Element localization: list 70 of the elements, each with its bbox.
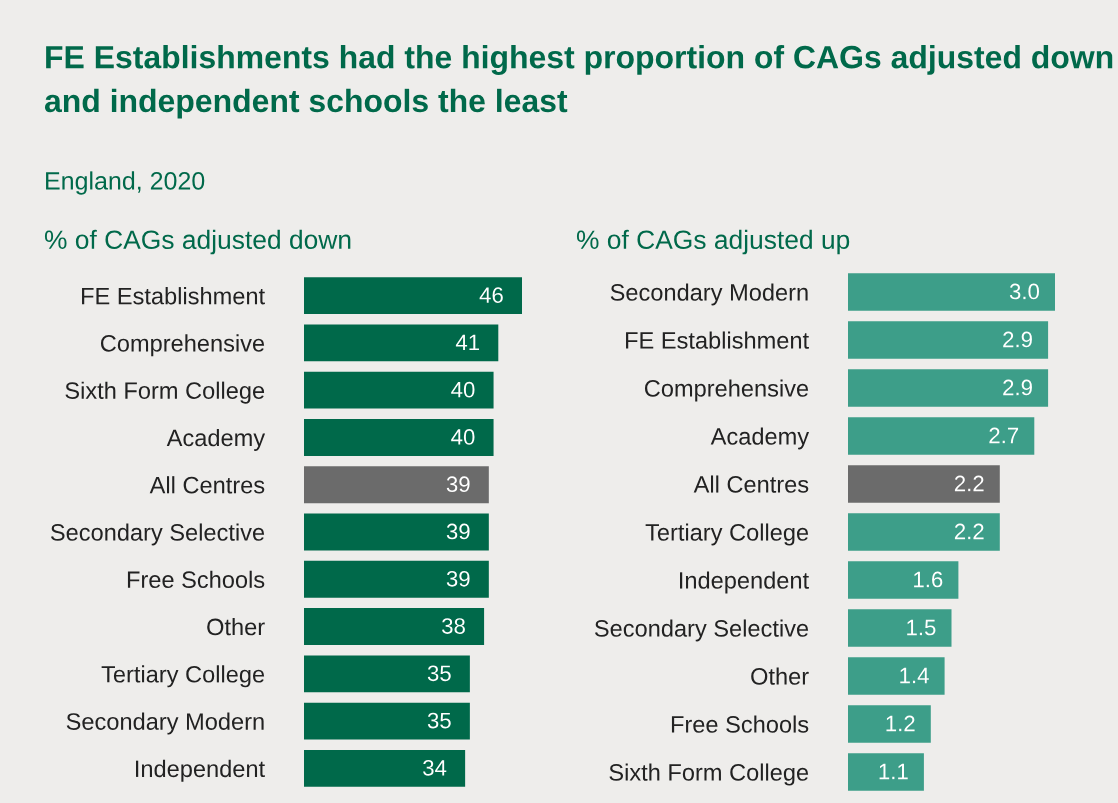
- y-tick-label: Secondary Selective: [50, 523, 265, 546]
- y-tick-label: All Centres: [149, 476, 265, 494]
- bar: [304, 749, 466, 787]
- y-tick-label: Sixth Form College: [609, 763, 809, 786]
- bar: [304, 324, 499, 362]
- y-tick-label: Academy: [166, 428, 266, 451]
- data-label: 1.4: [900, 667, 929, 684]
- data-label: 1.6: [914, 571, 943, 588]
- bar: [848, 465, 1000, 503]
- bar: [304, 277, 522, 315]
- data-label: 2.7: [989, 427, 1019, 444]
- bar: [848, 705, 931, 743]
- y-tick-label: Other: [751, 667, 809, 685]
- y-tick-label: FE Establishment: [82, 287, 265, 305]
- data-label: 34: [423, 759, 447, 776]
- data-label: 39: [446, 476, 470, 493]
- bar: [304, 608, 485, 645]
- chart-title: % of CAGs adjusted up: [576, 229, 850, 255]
- bar: [304, 371, 494, 409]
- data-label: 1.5: [907, 619, 936, 636]
- bar: [848, 369, 1049, 407]
- bar: [304, 560, 489, 598]
- y-tick-label: Other: [207, 617, 265, 636]
- bar: [848, 561, 959, 599]
- y-tick-label: Academy: [710, 427, 810, 450]
- text: % of CAGs adjusted down: [44, 229, 351, 255]
- y-tick-label: Sixth Form College: [65, 381, 265, 404]
- data-label: 39: [446, 523, 470, 540]
- y-tick-label: Secondary Selective: [594, 619, 809, 642]
- bar: [848, 513, 1000, 551]
- bar: [848, 657, 945, 695]
- y-tick-label: Comprehensive: [644, 379, 809, 402]
- bar: [848, 417, 1035, 455]
- data-label: 1.1: [879, 763, 908, 780]
- data-label: 3.0: [1009, 283, 1040, 300]
- data-label: 1.2: [886, 715, 915, 732]
- data-label: 38: [442, 618, 465, 634]
- y-tick-label: Independent: [136, 759, 265, 782]
- y-tick-label: FE Establishment: [626, 331, 809, 349]
- data-label: 41: [455, 334, 480, 351]
- bar: [848, 753, 924, 791]
- bar: [848, 321, 1049, 359]
- data-label: 46: [479, 287, 503, 303]
- bar: [304, 419, 494, 456]
- chart-title: FE Establishments had the highest proportion of CAGs adjusted down and independent schools the least: [44, 45, 1113, 119]
- chart-subtitle: England, 2020: [46, 171, 205, 195]
- y-tick-label: Free Schools: [671, 715, 809, 733]
- data-label: 2.2: [954, 523, 984, 540]
- y-tick-label: Secondary Modern: [610, 283, 808, 306]
- bar: [304, 513, 489, 551]
- data-label: 40: [451, 381, 475, 398]
- data-label: 35: [427, 712, 451, 729]
- y-tick-label: All Centres: [693, 475, 809, 493]
- data-label: 35: [427, 665, 451, 682]
- y-tick-label: Free Schools: [127, 570, 265, 589]
- data-label: 40: [451, 429, 475, 445]
- data-label: 2.2: [954, 475, 984, 492]
- y-tick-label: Independent: [680, 571, 809, 594]
- bar: [848, 273, 1055, 311]
- bar: [848, 609, 952, 647]
- bar: [304, 655, 470, 693]
- bar: [304, 466, 489, 504]
- data-label: 2.9: [1003, 379, 1032, 396]
- y-tick-label: Tertiary College: [101, 665, 265, 688]
- data-label: 2.9: [1003, 331, 1032, 348]
- data-label: 39: [446, 570, 470, 587]
- y-tick-label: Secondary Modern: [66, 712, 264, 735]
- y-tick-label: Tertiary College: [645, 523, 809, 546]
- y-tick-label: Comprehensive: [100, 334, 265, 357]
- bar: [304, 702, 470, 740]
